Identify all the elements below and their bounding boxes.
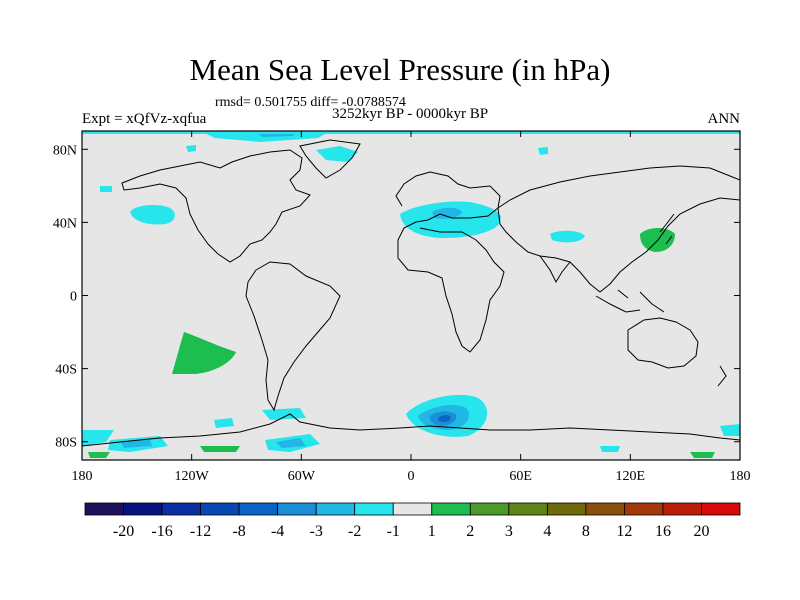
x-tick-label: 120W: [175, 469, 210, 484]
small-positive-anomaly: [88, 452, 110, 458]
colorbar-label: 12: [616, 523, 632, 540]
colorbar-swatch: [662, 502, 702, 516]
coast-europe-africa: [395, 171, 505, 353]
colorbar-swatch: [200, 502, 240, 516]
anomaly-fields: [82, 131, 740, 458]
small-positive-anomaly: [690, 452, 715, 458]
coast-southeast-asia: [595, 289, 665, 313]
x-tick-label: 60W: [288, 469, 316, 484]
colorbar-swatch: [277, 502, 317, 516]
colorbar-label: -3: [310, 523, 323, 540]
x-tick-label: 0: [408, 469, 415, 484]
x-tick-label: 180: [72, 469, 93, 484]
colorbar-swatch: [546, 502, 587, 516]
small-anomaly: [186, 145, 196, 152]
colorbar-swatch: [84, 502, 124, 516]
small-anomaly: [100, 186, 112, 192]
colorbar: -20 -16 -12 -8 -4 -3 -2 -1 1 2 3 4 8 12 16 20: [84, 502, 741, 540]
east-edge-anomaly: [720, 424, 740, 436]
colorbar-swatch: [123, 502, 163, 516]
colorbar-label: 20: [693, 523, 709, 540]
season-label: ANN: [707, 111, 741, 127]
southeast-pacific-anomaly: [172, 332, 236, 374]
colorbar-label: -20: [113, 523, 134, 540]
north-pacific-anomaly: [130, 204, 175, 225]
colorbar-label: 4: [543, 523, 551, 540]
x-axis: 180 120W 60W 0 60E 120E 180: [72, 131, 751, 484]
colorbar-label: -1: [387, 523, 400, 540]
colorbar-swatch: [354, 502, 394, 516]
small-anomaly: [600, 446, 620, 452]
colorbar-swatch: [469, 502, 510, 516]
colorbar-label: 8: [582, 523, 590, 540]
colorbar-swatch: [238, 502, 279, 516]
colorbar-label: 16: [655, 523, 671, 540]
coast-india: [539, 255, 571, 284]
south-edge-anomaly-core: [120, 440, 152, 448]
x-tick-label: 180: [730, 469, 751, 484]
y-tick-label: 80N: [53, 143, 77, 158]
colorbar-label: 1: [428, 523, 436, 540]
small-positive-anomaly: [200, 446, 240, 452]
y-tick-label: 40N: [53, 216, 77, 231]
colorbar-label: -8: [232, 523, 245, 540]
y-axis: 80N 40N 0 40S 80S: [53, 143, 740, 451]
coast-asia: [497, 165, 740, 293]
colorbar-swatch: [431, 502, 471, 516]
amundsen-anomaly-core: [276, 438, 306, 448]
colorbar-swatch: [701, 502, 741, 516]
colorbar-swatch: [161, 502, 201, 516]
coast-north-america: [121, 149, 311, 263]
coast-japan: [659, 213, 675, 245]
colorbar-label: 2: [466, 523, 474, 540]
coast-greenland: [299, 139, 361, 179]
colorbar-swatch: [624, 502, 664, 516]
experiment-label: Expt = xQfVz-xqfua: [82, 111, 207, 127]
colorbar-label: -2: [348, 523, 361, 540]
colorbar-swatch: [392, 502, 433, 516]
mediterranean-anomaly-core: [432, 207, 462, 219]
colorbar-swatch: [508, 502, 548, 516]
coastlines: [82, 139, 740, 447]
chart-title: Mean Sea Level Pressure (in hPa): [189, 52, 611, 87]
south-edge-anomaly: [82, 430, 114, 446]
x-tick-label: 120E: [616, 469, 646, 484]
y-tick-label: 80S: [55, 436, 77, 451]
greenland-anomaly: [316, 146, 358, 162]
colorbar-swatch: [315, 502, 356, 516]
map-background: [82, 131, 740, 460]
colorbar-label: -16: [151, 523, 172, 540]
colorbar-label: 3: [505, 523, 513, 540]
colorbar-label: -4: [271, 523, 284, 540]
coast-new-zealand: [717, 365, 727, 387]
colorbar-swatch: [585, 502, 625, 516]
y-tick-label: 0: [70, 290, 77, 305]
coast-south-america: [245, 261, 341, 412]
weddell-anomaly-peak: [438, 415, 451, 422]
tibet-anomaly: [550, 230, 585, 243]
small-anomaly: [262, 408, 306, 420]
y-tick-label: 40S: [55, 363, 77, 378]
colorbar-label: -12: [190, 523, 211, 540]
stats-label: rmsd= 0.501755 diff= -0.0788574: [215, 95, 406, 110]
x-tick-label: 60E: [509, 469, 532, 484]
small-anomaly: [214, 418, 234, 428]
period-label: 3252kyr BP - 0000kyr BP: [331, 106, 489, 122]
coast-australia: [627, 317, 699, 369]
coast-antarctica: [82, 413, 740, 447]
small-anomaly: [538, 147, 548, 155]
